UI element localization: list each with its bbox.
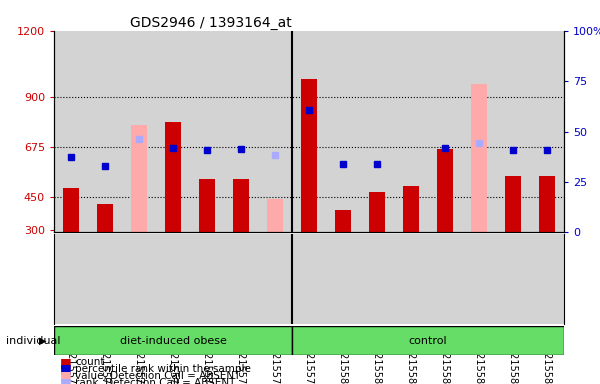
Bar [131,125,146,232]
Text: ■: ■ [60,376,72,384]
Bar [403,186,419,232]
Bar [335,210,350,232]
Text: rank, Detection Call = ABSENT: rank, Detection Call = ABSENT [75,378,235,384]
Text: count: count [75,357,104,367]
Bar [505,176,521,232]
Bar [472,84,487,232]
Bar [268,199,283,232]
Bar [292,326,564,355]
Bar [166,122,181,232]
Bar [199,179,215,232]
Text: GDS2946 / 1393164_at: GDS2946 / 1393164_at [131,16,292,30]
Bar [437,149,452,232]
Text: value, Detection Call = ABSENT: value, Detection Call = ABSENT [75,371,241,381]
Bar [54,326,292,355]
Text: percentile rank within the sample: percentile rank within the sample [75,364,251,374]
Bar [233,179,248,232]
Text: control: control [409,336,448,346]
Text: ▶: ▶ [39,336,47,346]
Bar [301,79,317,232]
Text: ■: ■ [60,362,72,376]
Bar [539,176,554,232]
Text: ■: ■ [60,369,72,382]
Bar [64,188,79,232]
Text: diet-induced obese: diet-induced obese [119,336,226,346]
Bar [370,192,385,232]
Text: ■: ■ [60,356,72,369]
Bar [97,204,113,232]
Text: individual: individual [6,336,61,346]
